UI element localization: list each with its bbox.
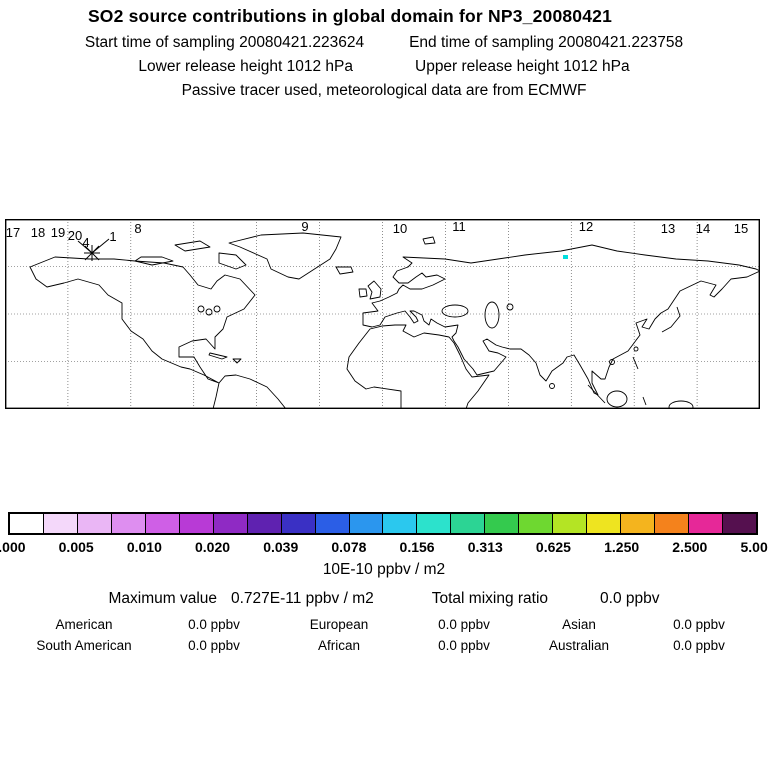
trajectory-marker-13: 13: [661, 221, 675, 236]
colorbar-cell-5: [179, 514, 214, 533]
trajectory-marker-15: 15: [734, 221, 748, 236]
colorbar-cell-6: [213, 514, 248, 533]
trajectory-marker-18: 18: [31, 225, 45, 240]
colorbar-tick-1.250: 1.250: [604, 539, 640, 555]
trajectory-marker-17: 17: [6, 225, 20, 240]
colorbar-cell-3: [111, 514, 146, 533]
page-title: SO2 source contributions in global domai…: [87, 6, 613, 26]
region-stats: American 0.0 ppbv European 0.0 ppbv Asian 0.0…: [9, 617, 759, 653]
region-value: 0.0 ppbv: [438, 617, 490, 632]
colorbar-tick-0.156: 0.156: [399, 539, 435, 555]
upper-release-text: Upper release height 1012 hPa: [415, 58, 630, 75]
colorbar-cell-8: [281, 514, 316, 533]
max-value-line: Maximum value 0.727E-11 ppbv / m2 Total …: [0, 590, 768, 608]
colorbar-cell-1: [43, 514, 78, 533]
colorbar-cell-16: [553, 514, 588, 533]
trajectory-marker-20: 20: [68, 228, 82, 243]
colorbar-tick-0.010: 0.010: [126, 539, 162, 555]
colorbar-cell-10: [349, 514, 384, 533]
colorbar-cell-14: [485, 514, 520, 533]
colorbar-cell-0: [10, 514, 44, 533]
region-label: African: [317, 638, 361, 653]
coastlines: [29, 232, 760, 409]
map-svg: 17 18 19 20 4 18 9 10 11 12 13 14 15: [5, 219, 760, 409]
colorbar: [8, 512, 758, 535]
region-value: 0.0 ppbv: [188, 638, 240, 653]
world-map: 17 18 19 20 4 1 8 9 10 11 12 13 14 15: [5, 219, 760, 409]
max-value-label: Maximum value: [108, 590, 217, 607]
colorbar-cell-20: [689, 514, 724, 533]
trajectory-marker-14: 14: [696, 221, 710, 236]
colorbar-tick-0.313: 0.313: [467, 539, 503, 555]
region-label: European: [309, 617, 369, 632]
trajectory-markers: 17 18 19 20 4 18 9 10 11 12 13 14 15: [6, 219, 748, 250]
colorbar-tick-0.000: 0.000: [0, 539, 26, 555]
colorbar-tick-0.005: 0.005: [58, 539, 94, 555]
colorbar-cell-4: [145, 514, 180, 533]
colorbar-tick-0.020: 0.020: [195, 539, 231, 555]
region-label: Australian: [548, 638, 610, 653]
colorbar-cell-9: [315, 514, 350, 533]
sampling-times-line: Start time of sampling 20080421.223624 E…: [0, 34, 768, 52]
trajectory-marker-12: 12: [579, 219, 593, 234]
region-value: 0.0 ppbv: [188, 617, 240, 632]
release-point-marker: [77, 238, 110, 261]
total-mixing-ratio-label: Total mixing ratio: [431, 590, 549, 607]
start-time-text: Start time of sampling 20080421.223624: [84, 34, 365, 51]
release-heights-line: Lower release height 1012 hPa Upper rele…: [0, 58, 768, 76]
colorbar-cell-15: [519, 514, 554, 533]
colorbar-cell-2: [77, 514, 112, 533]
colorbar-cell-19: [655, 514, 690, 533]
tracer-info-line: Passive tracer used, meteorological data…: [0, 82, 768, 100]
region-label: American: [55, 617, 113, 632]
colorbar-tick-0.078: 0.078: [331, 539, 367, 555]
region-value: 0.0 ppbv: [438, 638, 490, 653]
trajectory-marker-10: 10: [393, 221, 407, 236]
trajectory-marker-4: 4: [82, 235, 89, 250]
total-mixing-ratio-value: 0.0 ppbv: [600, 590, 660, 607]
trajectory-marker-1: 1: [109, 229, 116, 244]
trajectory-marker-9: 9: [301, 219, 308, 234]
tracer-text: Passive tracer used, meteorological data…: [181, 82, 587, 99]
trajectory-marker-19: 19: [51, 225, 65, 240]
trajectory-marker-11: 11: [452, 219, 466, 234]
trajectory-marker-8: 8: [134, 221, 141, 236]
colorbar-tick-0.039: 0.039: [263, 539, 299, 555]
map-gridlines: [5, 219, 760, 409]
end-time-text: End time of sampling 20080421.223758: [409, 34, 684, 51]
map-border: [5, 219, 760, 409]
colorbar-cell-21: [723, 514, 756, 533]
region-label: Asian: [562, 617, 596, 632]
lower-release-text: Lower release height 1012 hPa: [138, 58, 353, 75]
colorbar-cell-11: [383, 514, 418, 533]
colorbar-units: 10E-10 ppbv / m2: [322, 561, 446, 578]
colorbar-cell-13: [451, 514, 486, 533]
colorbar-cell-17: [587, 514, 622, 533]
region-label: South American: [36, 638, 132, 653]
max-value: 0.727E-11 ppbv / m2: [231, 590, 374, 607]
colorbar-cell-7: [247, 514, 282, 533]
colorbar-cell-12: [417, 514, 452, 533]
colorbar-cell-18: [621, 514, 656, 533]
colorbar-labels: 0.000 0.005 0.010 0.020 0.039 0.078 0.156 0.313…: [0, 539, 768, 557]
colorbar-tick-0.625: 0.625: [535, 539, 571, 555]
concentration-spot: [563, 255, 568, 259]
region-value: 0.0 ppbv: [673, 617, 725, 632]
colorbar-tick-2.500: 2.500: [672, 539, 708, 555]
colorbar-tick-5.000: 5.000: [740, 539, 768, 555]
region-value: 0.0 ppbv: [673, 638, 725, 653]
